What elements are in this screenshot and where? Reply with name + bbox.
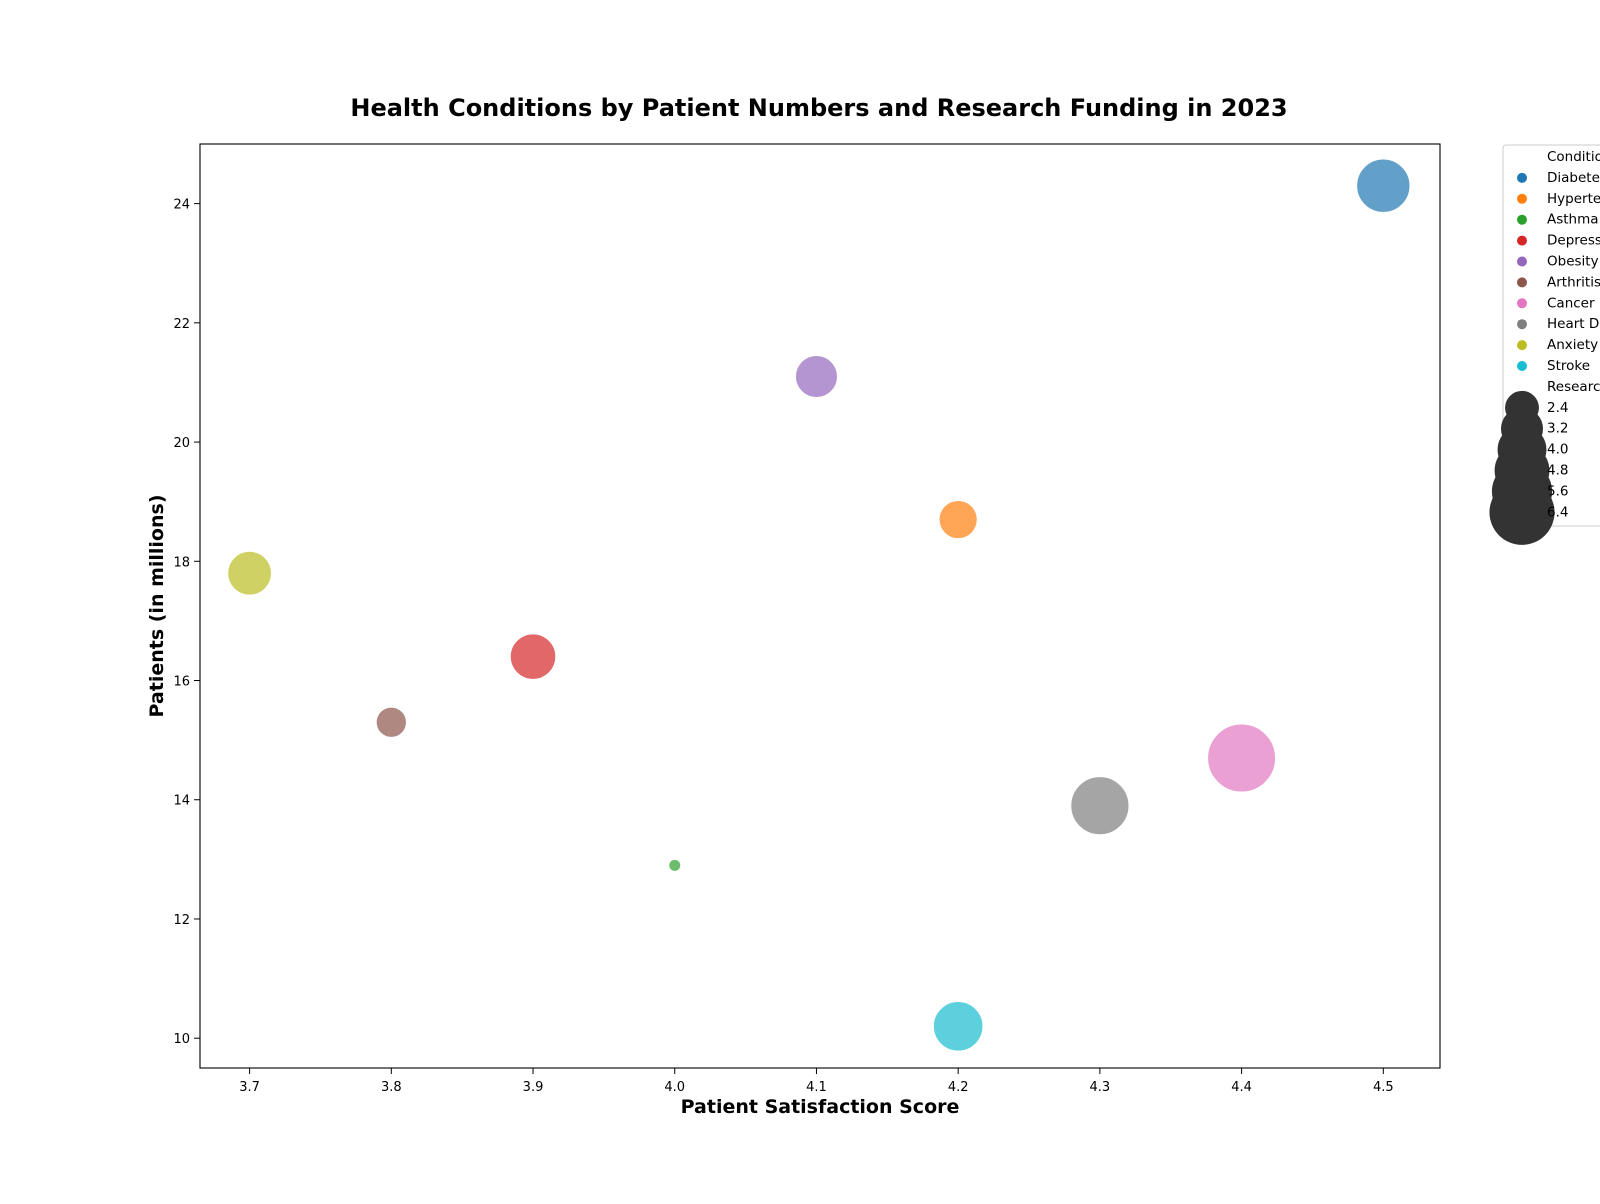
- y-axis-title: Patients (in millions): [146, 494, 168, 717]
- legend-label: Hyperte: [1547, 191, 1600, 207]
- bubble-anxiety: [227, 550, 273, 596]
- bubble-heart-disease: [1070, 776, 1130, 836]
- y-tick-label: 14: [173, 794, 190, 809]
- legend-size-title: Researc: [1547, 379, 1600, 395]
- y-tick-label: 16: [173, 675, 190, 690]
- x-tick-label: 4.2: [948, 1080, 969, 1095]
- y-tick-label: 10: [173, 1032, 190, 1047]
- legend-marker: [1517, 361, 1527, 371]
- legend-label: Diabete: [1547, 170, 1600, 186]
- y-tick-label: 20: [173, 436, 190, 451]
- legend-size-label: 6.4: [1547, 504, 1568, 520]
- y-axis: 10 12 14 16 18 20 22 24: [173, 198, 200, 1047]
- legend-label: Heart D: [1547, 316, 1599, 332]
- legend-size-label: 5.6: [1547, 483, 1568, 499]
- legend-size-label: 2.4: [1547, 400, 1568, 416]
- x-tick-label: 4.3: [1090, 1080, 1111, 1095]
- legend-hue-title: Conditio: [1547, 149, 1600, 165]
- y-tick-label: 12: [173, 913, 190, 928]
- bubble-diabetes: [1356, 158, 1411, 213]
- legend-marker: [1517, 340, 1527, 351]
- legend-size-label: 4.8: [1547, 463, 1568, 479]
- x-tick-label: 4.0: [664, 1080, 685, 1095]
- legend-marker: [1517, 214, 1527, 225]
- y-tick-label: 18: [173, 555, 190, 570]
- legend-marker: [1517, 298, 1527, 309]
- plot-area-frame: [199, 143, 1441, 1069]
- x-tick-label: 4.5: [1373, 1080, 1394, 1095]
- chart-title: Health Conditions by Patient Numbers and…: [350, 94, 1287, 122]
- y-tick-label: 22: [173, 317, 190, 332]
- legend-marker: [1517, 172, 1527, 183]
- legend-label: Arthritis: [1547, 274, 1600, 290]
- bubble-arthritis: [375, 706, 407, 738]
- x-tick-label: 4.1: [806, 1080, 827, 1095]
- bubble-asthma: [668, 858, 682, 872]
- legend-label: Asthma: [1547, 212, 1599, 228]
- legend-label: Anxiety: [1547, 337, 1598, 353]
- x-tick-label: 4.4: [1231, 1080, 1252, 1095]
- legend-label: Depress: [1547, 233, 1600, 249]
- bubble-obesity: [794, 354, 838, 399]
- legend-marker: [1517, 277, 1527, 288]
- legend-size-label: 3.2: [1547, 421, 1568, 437]
- legend-marker: [1517, 319, 1527, 330]
- bubble-depression: [509, 633, 557, 680]
- x-tick-label: 3.7: [239, 1080, 260, 1095]
- legend-marker: [1517, 235, 1527, 246]
- legend-label: Cancer: [1547, 295, 1595, 311]
- bubble-layer: [227, 158, 1411, 1052]
- legend-label: Obesity: [1547, 254, 1599, 270]
- bubble-hypertension: [938, 499, 978, 540]
- x-tick-label: 3.8: [381, 1080, 402, 1095]
- x-axis: 3.7 3.8 3.9 4.0 4.1 4.2 4.3 4.4 4.5: [239, 1068, 1394, 1095]
- bubble-cancer: [1207, 723, 1277, 793]
- legend: Conditio Diabete Hyperte Asthma Depress Obesi…: [1489, 144, 1600, 545]
- x-axis-title: Patient Satisfaction Score: [681, 1096, 960, 1118]
- legend-marker: [1517, 193, 1527, 204]
- legend-size-marker: [1489, 479, 1555, 545]
- y-tick-label: 24: [173, 198, 190, 213]
- bubble-stroke: [932, 1000, 984, 1052]
- legend-marker: [1517, 256, 1527, 267]
- x-tick-label: 3.9: [523, 1080, 544, 1095]
- legend-size-label: 4.0: [1547, 442, 1568, 458]
- legend-label: Stroke: [1547, 358, 1590, 374]
